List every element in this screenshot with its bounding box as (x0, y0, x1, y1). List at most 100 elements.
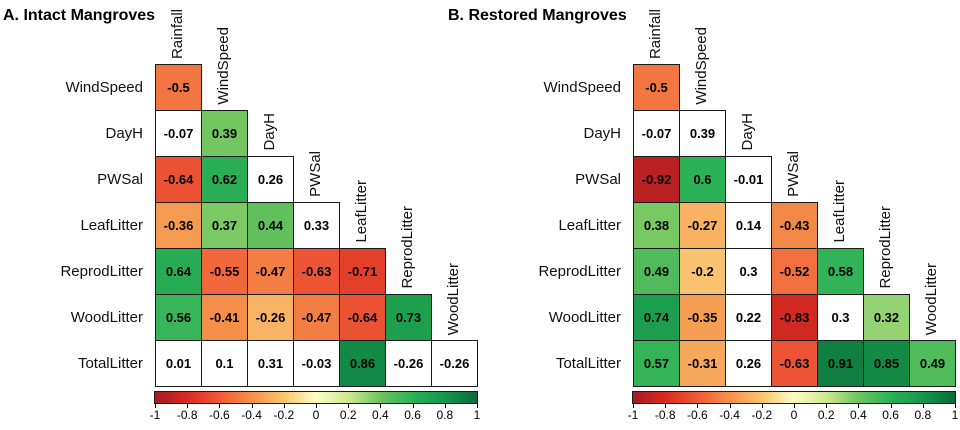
colorbar-tick-label: -0.8 (654, 408, 676, 422)
matrix-cell: 0.3 (817, 294, 864, 341)
row-label-windspeed: WindSpeed (543, 79, 621, 96)
col-label-rainfall: Rainfall (633, 0, 680, 64)
colorbar-tick (412, 404, 414, 408)
colorbar-tick (477, 404, 478, 408)
matrix-cell: 0.33 (293, 202, 340, 249)
colorbar-tick-label: 0.2 (339, 408, 357, 422)
colorbar-tick-label: 0.2 (817, 408, 835, 422)
matrix-cell: 0.74 (633, 294, 680, 341)
colorbar-tick-label: 0.8 (914, 408, 932, 422)
matrix-cell: 0.38 (633, 202, 680, 249)
matrix-cell: 0.32 (863, 294, 910, 341)
matrix-cell: 0.26 (725, 340, 772, 387)
row-label-totallitter: TotalLitter (555, 355, 621, 372)
matrix-cell: 0.01 (155, 340, 202, 387)
colorbar-tick (697, 404, 699, 408)
colorbar-tick-label: -1 (627, 408, 639, 422)
matrix-cell: 0.26 (247, 156, 294, 203)
matrix-cell: -0.36 (155, 202, 202, 249)
colorbar-gradient (154, 391, 478, 404)
matrix-cell: -0.5 (633, 64, 680, 111)
matrix-cell: -0.31 (679, 340, 726, 387)
matrix-cell: 0.73 (385, 294, 432, 341)
colorbar-tick (826, 404, 828, 408)
matrix-cell: 0.58 (817, 248, 864, 295)
row-label-leaflitter: LeafLitter (80, 217, 143, 234)
matrix-cell: -0.26 (385, 340, 432, 387)
matrix-cell: -0.01 (725, 156, 772, 203)
colorbar-tick (316, 404, 317, 408)
row-label-woodlitter: WoodLitter (548, 309, 621, 326)
colorbar-gradient (632, 391, 956, 404)
row-label-dayh: DayH (583, 125, 621, 142)
colorbar-tick-label: 0.4 (372, 408, 389, 422)
colorbar-tick-label: 0.8 (436, 408, 454, 422)
col-label-dayh: DayH (725, 38, 772, 156)
matrix-cell: -0.71 (339, 248, 386, 295)
col-label-text: DayH (739, 113, 757, 151)
colorbar-tick-label: -0.8 (176, 408, 198, 422)
colorbar-tick-label: -0.2 (751, 408, 773, 422)
matrix-cell: 0.6 (679, 156, 726, 203)
matrix-cell: 0.14 (725, 202, 772, 249)
colorbar-tick-label: -0.4 (241, 408, 262, 422)
colorbar-tick (794, 404, 795, 408)
colorbar-tick (955, 404, 956, 408)
colorbar-tick-label: 0.6 (404, 408, 421, 422)
matrix-cell: -0.5 (155, 64, 202, 111)
matrix-cell: 0.91 (817, 340, 864, 387)
matrix-cell: -0.2 (679, 248, 726, 295)
colorbar-tick (251, 404, 253, 408)
colorbar-tick (858, 404, 860, 408)
col-label-text: WindSpeed (693, 27, 711, 105)
colorbar-tick-label: 0.6 (882, 408, 899, 422)
col-label-reprodlitter: ReprodLitter (863, 176, 910, 294)
row-label-leaflitter: LeafLitter (558, 217, 621, 234)
matrix-cell: 0.49 (633, 248, 680, 295)
colorbar-tick-label: -0.6 (209, 408, 230, 422)
col-label-text: Rainfall (647, 8, 665, 59)
colorbar-tick (380, 404, 382, 408)
panel-a-title: A. Intact Mangroves (3, 7, 156, 24)
col-label-woodlitter: WoodLitter (909, 222, 956, 340)
row-label-pwsal: PWSal (97, 171, 143, 188)
matrix-cell: -0.63 (771, 340, 818, 387)
colorbar-tick (761, 404, 763, 408)
row-label-reprodlitter: ReprodLitter (538, 263, 621, 280)
matrix-cell: 0.49 (909, 340, 956, 387)
colorbar-tick-label: -0.6 (687, 408, 708, 422)
matrix-cell: -0.47 (247, 248, 294, 295)
matrix-cell: -0.52 (771, 248, 818, 295)
matrix-cell: -0.35 (679, 294, 726, 341)
matrix-cell: -0.83 (771, 294, 818, 341)
colorbar-tick (283, 404, 285, 408)
col-label-pwsal: PWSal (771, 84, 818, 202)
matrix-cell: 0.62 (201, 156, 248, 203)
colorbar-tick (890, 404, 892, 408)
matrix-cell: -0.07 (155, 110, 202, 157)
matrix-cell: -0.43 (771, 202, 818, 249)
matrix-cell: 0.3 (725, 248, 772, 295)
colorbar-tick-label: -0.4 (719, 408, 740, 422)
matrix-cell: -0.07 (633, 110, 680, 157)
colorbar-tick (729, 404, 731, 408)
col-label-windspeed: WindSpeed (679, 0, 726, 110)
colorbar-tick (665, 404, 667, 408)
colorbar-tick (922, 404, 924, 408)
matrix-cell: -0.26 (247, 294, 294, 341)
col-label-text: WoodLitter (923, 262, 941, 335)
matrix-cell: 0.85 (863, 340, 910, 387)
matrix-cell: -0.92 (633, 156, 680, 203)
colorbar-tick-label: 1 (951, 408, 959, 422)
colorbar-tick (187, 404, 189, 408)
colorbar-tick (444, 404, 446, 408)
matrix-cell: -0.03 (293, 340, 340, 387)
matrix-cell: 0.22 (725, 294, 772, 341)
matrix-cell: -0.63 (293, 248, 340, 295)
matrix-cell: 0.39 (679, 110, 726, 157)
colorbar-tick (348, 404, 350, 408)
matrix-cell: 0.57 (633, 340, 680, 387)
matrix-cell: -0.47 (293, 294, 340, 341)
